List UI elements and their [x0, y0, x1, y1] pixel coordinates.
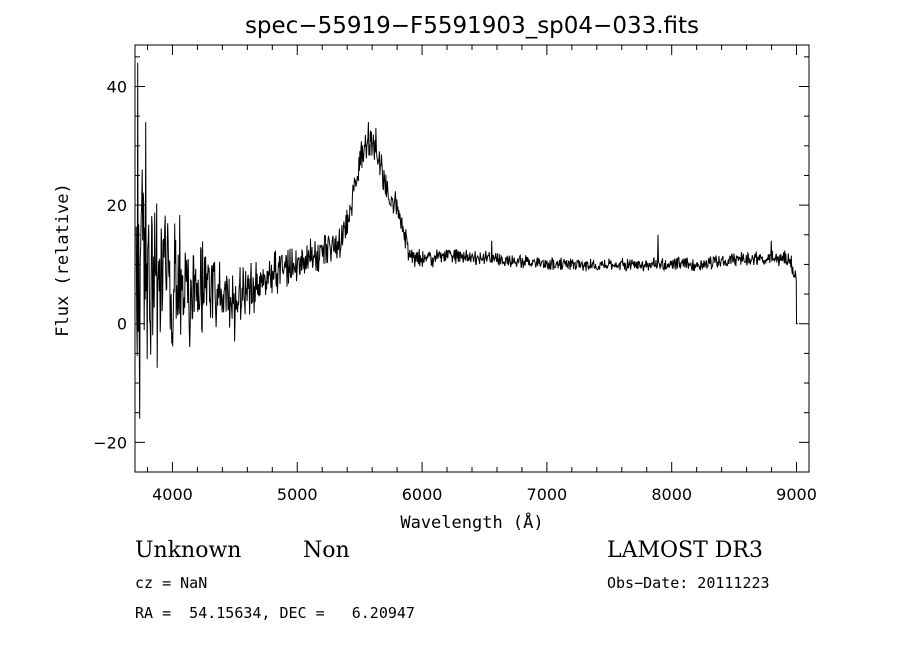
x-tick-label: 5000 — [277, 485, 318, 504]
y-tick-labels: −20 0 20 40 — [93, 78, 127, 453]
y-tick-label: −20 — [93, 433, 127, 452]
spectrum-chart: spec−55919−F5591903_sp04−033.fits 4000 50… — [53, 13, 817, 533]
survey-name: LAMOST DR3 — [607, 538, 763, 563]
x-tick-label: 9000 — [776, 485, 817, 504]
object-type: Unknown — [135, 538, 242, 563]
object-subclass: Non — [303, 538, 350, 563]
series-layer — [135, 62, 798, 419]
y-tick-label: 40 — [107, 78, 127, 97]
y-tick-label: 20 — [107, 196, 127, 215]
x-tick-label: 6000 — [402, 485, 443, 504]
y-tick-label: 0 — [117, 315, 127, 334]
obs-date: Obs−Date: 20111223 — [607, 574, 770, 592]
x-tick-label: 8000 — [651, 485, 692, 504]
tick-layer — [135, 45, 809, 473]
coordinates: RA = 54.15634, DEC = 6.20947 — [135, 604, 415, 622]
chart-title: spec−55919−F5591903_sp04−033.fits — [245, 13, 699, 39]
flux-series-line — [135, 62, 798, 419]
x-tick-labels: 4000 5000 6000 7000 8000 9000 — [152, 485, 817, 504]
redshift-text: cz = NaN — [135, 574, 208, 592]
x-tick-label: 7000 — [527, 485, 568, 504]
x-axis-label: Wavelength (Å) — [400, 511, 543, 533]
plot-frame — [134, 44, 810, 473]
x-tick-label: 4000 — [152, 485, 193, 504]
y-axis-label: Flux (relative) — [53, 183, 73, 337]
